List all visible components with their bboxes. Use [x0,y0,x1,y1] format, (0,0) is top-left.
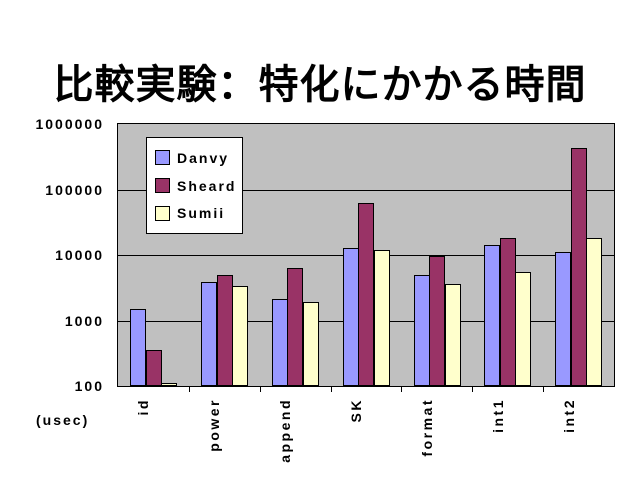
legend-item-sheard: Sheard [155,178,242,194]
bar-sheard-id [146,350,162,386]
chart-title: 比較実験：特化にかかる時間 [53,63,587,107]
bar-sheard-power [217,275,233,386]
x-category-label-int2: int2 [561,398,577,433]
bar-danvy-int1 [484,245,500,386]
bar-sheard-format [429,256,445,386]
legend-item-danvy: Danvy [155,150,242,166]
gridline-100000 [118,190,614,191]
legend-swatch-danvy [155,150,170,166]
bar-sheard-append [287,268,303,386]
bar-danvy-append [272,299,288,386]
x-category-label-power: power [206,398,222,452]
legend-swatch-sheard [155,178,170,193]
x-category-label-format: format [419,398,435,457]
x-category-label-int1: int1 [490,398,506,433]
legend-swatch-sumii [155,205,170,221]
y-tick-label-1000000: 1000000 [35,116,104,132]
x-axis-tick-6 [543,387,544,392]
bar-sheard-int1 [500,238,516,386]
bar-sumii-int1 [515,272,531,386]
x-axis-tick-5 [472,387,473,392]
legend-label-sumii: Sumii [177,205,226,222]
x-category-label-id: id [135,398,151,416]
bar-danvy-format [414,275,430,386]
bar-danvy-id [130,309,146,386]
bar-sumii-append [303,302,319,386]
y-tick-label-100000: 100000 [45,182,104,198]
bar-danvy-SK [343,248,359,386]
legend: Danvy Sheard Sumii [146,137,243,234]
y-axis-unit-label: (usec) [36,412,90,428]
bar-sumii-int2 [586,238,602,386]
y-tick-label-1000: 1000 [64,313,104,329]
x-axis-tick-3 [331,387,332,392]
x-category-label-SK: SK [348,398,364,423]
x-axis-tick-4 [401,387,402,392]
bar-sheard-int2 [571,148,587,386]
bar-sumii-id [161,383,177,386]
bar-sumii-SK [374,250,390,386]
bar-sumii-format [445,284,461,386]
legend-label-sheard: Sheard [177,177,237,194]
x-axis-tick-2 [260,387,261,392]
y-tick-label-100: 100 [74,378,104,394]
bar-sheard-SK [358,203,374,386]
bar-danvy-power [201,282,217,386]
plot-area [117,123,615,387]
bar-sumii-power [232,286,248,386]
legend-label-danvy: Danvy [177,149,230,166]
y-tick-label-10000: 10000 [55,247,104,263]
x-axis-tick-1 [189,387,190,392]
legend-item-sumii: Sumii [155,205,242,221]
x-category-label-append: append [277,398,293,463]
bar-danvy-int2 [555,252,571,386]
